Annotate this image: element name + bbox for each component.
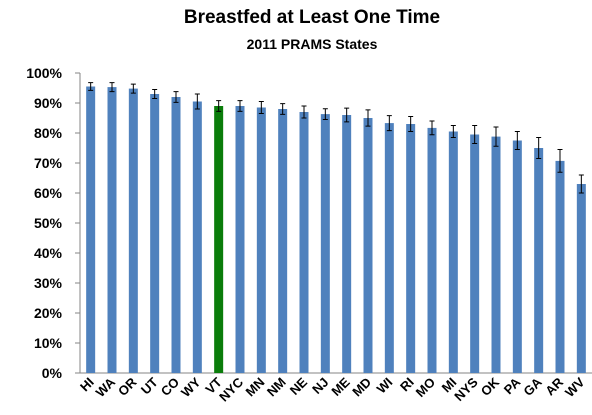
bar [192,101,202,373]
y-tick-label: 50% [34,215,63,231]
x-tick-label: PA [501,374,524,397]
bar [491,136,501,373]
error-bar [450,125,456,138]
error-bar [109,82,115,93]
y-tick-label: 0% [42,365,63,381]
y-tick-label: 90% [34,95,63,111]
bar [534,148,544,373]
y-tick-label: 100% [26,65,62,81]
bar [107,87,117,373]
x-tick-label: OR [115,374,140,399]
error-bar [578,174,584,194]
error-bar [365,109,371,127]
x-tick-label: WV [562,374,588,400]
error-bar [301,105,307,119]
error-bar [429,120,435,136]
y-tick-label: 70% [34,155,63,171]
bar [470,134,480,373]
chart-subtitle: 2011 PRAMS States [247,36,378,52]
chart-title: Breastfed at Least One Time [184,7,440,28]
bar [320,114,330,373]
error-bar [152,89,158,99]
bar [448,131,458,373]
error-bar [472,125,478,144]
x-tick-label: NM [264,375,289,400]
error-bar [173,91,179,103]
bar [299,112,309,373]
error-bar [536,137,542,159]
error-bar [557,149,563,173]
bar [342,115,352,373]
x-tick-label: UT [138,374,161,397]
error-bar [322,108,328,120]
x-tick-label: NJ [309,375,331,397]
x-tick-label: NYS [451,374,481,404]
y-tick-label: 10% [34,335,63,351]
x-tick-label: CO [158,375,182,399]
error-bar [237,100,243,112]
error-bar [408,116,414,132]
bar [171,97,181,373]
bar [427,127,437,374]
bar [363,118,373,373]
bar [150,94,160,373]
bar [512,140,522,373]
y-tick-label: 30% [34,275,63,291]
bar [278,109,288,373]
error-bar [130,83,136,94]
error-bar [280,103,286,115]
bar [214,106,224,373]
bar [235,106,245,373]
y-tick-label: 60% [34,185,63,201]
bar [384,123,394,373]
y-tick-label: 80% [34,125,63,141]
x-tick-label: NE [287,374,311,398]
error-bar [216,100,222,112]
error-bar [493,126,499,147]
error-bar [88,82,94,91]
x-tick-label: WY [178,374,204,400]
bar [256,107,266,373]
x-tick-label: ME [328,374,353,399]
error-bar [194,93,200,110]
y-tick-label: 40% [34,245,63,261]
x-tick-label: WI [374,375,396,397]
error-bar [344,107,350,123]
x-tick-label: GA [520,374,545,399]
y-tick-label: 20% [34,305,63,321]
x-tick-label: MD [349,375,374,400]
bar [86,86,96,373]
x-tick-label: AR [542,374,566,398]
bar [406,124,416,373]
x-tick-label: MN [243,375,268,400]
bar [576,184,586,373]
error-bar [386,115,392,132]
error-bar [258,101,264,114]
bar [555,160,565,373]
error-bar [514,131,520,150]
x-tick-label: WA [93,374,119,400]
x-tick-label: OK [478,374,503,399]
x-tick-label: MO [413,375,438,400]
bar [128,88,138,373]
